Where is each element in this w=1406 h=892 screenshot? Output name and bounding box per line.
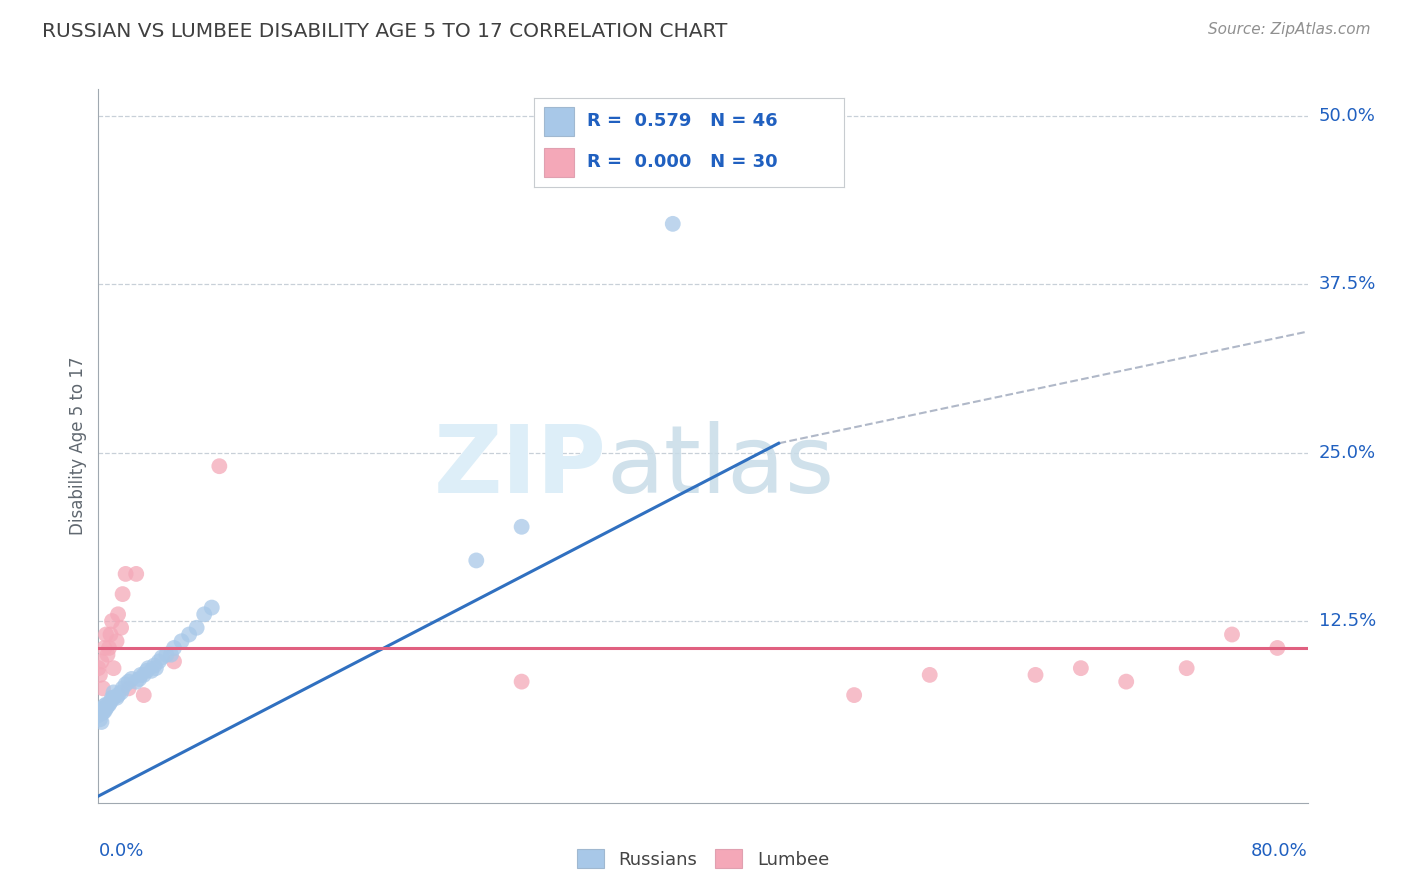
Point [1265, 640, 1288, 655]
Point [98, 640, 121, 655]
Point [163, 640, 186, 655]
Point [111, 587, 134, 601]
Text: 37.5%: 37.5% [1319, 276, 1376, 293]
Point [90, 714, 112, 729]
Point [89, 704, 111, 718]
Point [103, 661, 125, 675]
Text: 12.5%: 12.5% [1319, 612, 1376, 630]
Legend: Russians, Lumbee: Russians, Lumbee [569, 842, 837, 876]
Point [101, 690, 124, 705]
Point [90, 655, 112, 669]
Text: 80.0%: 80.0% [1251, 842, 1308, 860]
Point [510, 674, 533, 689]
Point [121, 672, 143, 686]
Point [135, 664, 157, 678]
Text: 50.0%: 50.0% [1319, 107, 1375, 125]
Point [94, 698, 117, 712]
Point [465, 553, 488, 567]
Point [208, 459, 231, 474]
Point [110, 685, 132, 699]
Point [100, 627, 122, 641]
Point [1175, 661, 1198, 675]
Point [132, 668, 155, 682]
Point [145, 661, 167, 675]
Point [155, 648, 177, 662]
Text: 0.0%: 0.0% [98, 842, 143, 860]
Point [87, 708, 110, 723]
Point [89, 712, 111, 726]
Point [1220, 627, 1243, 641]
Point [186, 621, 208, 635]
Point [118, 681, 141, 696]
Bar [544, 107, 575, 136]
Text: R =  0.000   N = 30: R = 0.000 N = 30 [586, 153, 778, 171]
Point [844, 688, 866, 702]
Point [96, 698, 118, 713]
Point [96, 648, 118, 662]
Point [1115, 674, 1137, 689]
Point [89, 668, 111, 682]
Point [129, 668, 152, 682]
Point [177, 627, 201, 641]
Point [201, 600, 224, 615]
Point [143, 658, 166, 673]
Point [105, 634, 128, 648]
Point [91, 701, 114, 715]
Point [118, 674, 141, 689]
Text: R =  0.579   N = 46: R = 0.579 N = 46 [586, 112, 778, 130]
Point [93, 640, 115, 655]
Point [1070, 661, 1092, 675]
Point [163, 655, 186, 669]
Point [94, 701, 117, 715]
Point [90, 704, 112, 718]
Point [94, 627, 117, 641]
Point [132, 688, 155, 702]
Point [103, 690, 125, 705]
Point [110, 621, 132, 635]
Point [91, 681, 114, 696]
Text: ZIP: ZIP [433, 421, 606, 514]
Point [510, 520, 533, 534]
Point [128, 672, 150, 686]
Point [136, 661, 159, 675]
Point [93, 698, 115, 713]
Point [125, 674, 148, 689]
Point [107, 688, 129, 702]
Point [93, 704, 115, 718]
Point [105, 690, 128, 705]
Point [125, 566, 148, 581]
Point [193, 607, 215, 622]
Text: 25.0%: 25.0% [1319, 443, 1376, 462]
Point [918, 668, 941, 682]
Point [91, 706, 114, 720]
Bar [544, 148, 575, 177]
Point [661, 217, 683, 231]
Point [114, 566, 136, 581]
Text: Source: ZipAtlas.com: Source: ZipAtlas.com [1208, 22, 1371, 37]
Point [170, 634, 193, 648]
Point [114, 677, 136, 691]
Point [103, 685, 125, 699]
Point [141, 664, 163, 678]
Point [148, 655, 170, 669]
Point [160, 648, 183, 662]
Point [87, 661, 110, 675]
Y-axis label: Disability Age 5 to 17: Disability Age 5 to 17 [69, 357, 87, 535]
Point [100, 695, 122, 709]
Point [101, 614, 124, 628]
Point [111, 681, 134, 696]
Point [98, 698, 121, 712]
Text: RUSSIAN VS LUMBEE DISABILITY AGE 5 TO 17 CORRELATION CHART: RUSSIAN VS LUMBEE DISABILITY AGE 5 TO 17… [42, 22, 727, 41]
Point [107, 607, 129, 622]
Point [1024, 668, 1046, 682]
Point [150, 650, 173, 665]
Text: atlas: atlas [606, 421, 835, 514]
